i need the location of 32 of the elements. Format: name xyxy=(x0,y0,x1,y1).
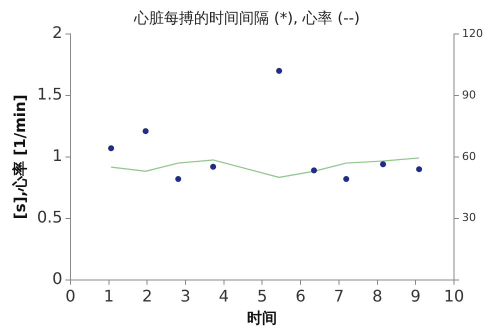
point xyxy=(175,176,182,182)
x-tick-label: 7 xyxy=(334,286,344,306)
y-tick-label: 1 xyxy=(52,146,62,166)
point xyxy=(343,176,350,182)
point xyxy=(276,68,282,74)
point xyxy=(311,167,318,174)
y-axis-title: [s],心率 [1/min] xyxy=(10,94,29,220)
x-axis-title: 时间 xyxy=(247,308,278,327)
x-tick-label: 3 xyxy=(180,286,191,306)
x-tick-label: 1 xyxy=(104,286,114,306)
y-tick-label: 1.5 xyxy=(36,84,62,104)
x-tick-label: 4 xyxy=(218,286,229,306)
y2-tick-label: 60 xyxy=(462,150,476,163)
x-tick-label: 5 xyxy=(257,286,268,306)
x-tick-label: 8 xyxy=(372,286,382,306)
y-tick-label: 2 xyxy=(52,23,62,42)
y2-tick-label: 30 xyxy=(462,211,476,224)
y-tick-label: 0.5 xyxy=(36,208,62,227)
x-tick-label: 6 xyxy=(295,286,306,306)
y2-tick-label: 90 xyxy=(462,88,476,102)
point xyxy=(380,161,386,168)
y-tick-label: 0 xyxy=(52,268,62,288)
y2-tick-label: 120 xyxy=(462,26,484,40)
point xyxy=(416,166,422,172)
point xyxy=(210,164,216,170)
x-tick-label: 2 xyxy=(142,286,152,306)
point xyxy=(142,128,149,134)
x-tick-label: 9 xyxy=(410,286,421,306)
point xyxy=(108,145,114,152)
chart-title: 心脏每搏的时间间隔 (*), 心率 (--) xyxy=(133,8,360,27)
x-tick-label: 0 xyxy=(65,286,76,306)
x-tick-label: 10 xyxy=(444,286,464,306)
